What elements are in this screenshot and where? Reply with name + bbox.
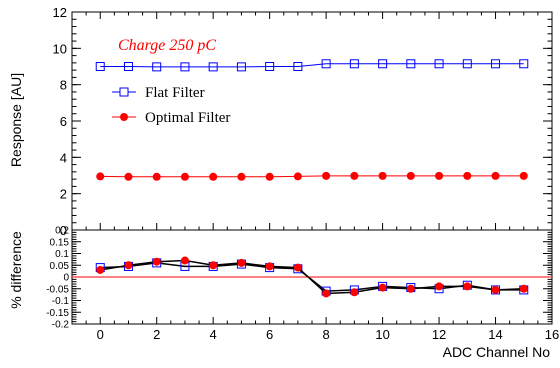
bottom-y-axis-title: % difference <box>8 231 24 309</box>
top-point-flat-filter <box>95 62 105 71</box>
top-line-optimal-filter <box>100 175 524 178</box>
top-point-optimal-filter <box>265 172 274 181</box>
bottom-y-tick-label: 0.05 <box>50 261 70 272</box>
legend-entry-flat-filter: Flat Filter <box>112 85 205 101</box>
bottom-point-optimal-filter <box>237 258 246 267</box>
x-tick-label: 12 <box>432 327 446 342</box>
bottom-y-tick-label: -0.2 <box>52 320 70 331</box>
bottom-y-tick-label: 0.1 <box>55 249 69 260</box>
top-point-optimal-filter <box>96 172 105 181</box>
x-tick-label: 16 <box>545 327 559 342</box>
x-axis-title: ADC Channel No <box>443 344 551 360</box>
bottom-point-optimal-filter <box>435 282 444 291</box>
top-point-flat-filter <box>462 59 472 69</box>
top-point-flat-filter <box>519 59 529 69</box>
top-point-flat-filter <box>434 59 444 69</box>
top-point-optimal-filter <box>152 172 161 181</box>
top-point-flat-filter <box>491 59 501 69</box>
legend-entry-optimal-filter: Optimal Filter <box>112 110 230 126</box>
legend-optimal-marker <box>120 113 128 121</box>
x-tick-label: 2 <box>153 327 160 342</box>
top-point-optimal-filter <box>378 171 387 180</box>
legend: Flat Filter Optimal Filter <box>112 85 230 126</box>
bottom-y-tick-label: 0.2 <box>55 226 69 237</box>
top-point-optimal-filter <box>463 171 472 180</box>
top-point-flat-filter <box>321 59 331 69</box>
bottom-line-optimal-filter <box>100 259 524 295</box>
bottom-point-optimal-filter <box>406 284 415 293</box>
bottom-y-tick-label: 0.15 <box>50 237 70 248</box>
top-point-flat-filter <box>378 59 388 69</box>
top-y-tick-label: 12 <box>53 5 67 20</box>
response-panel: 0 2 4 6 8 10 12 <box>53 5 553 238</box>
top-y-tick-label: 2 <box>60 187 67 202</box>
bottom-point-optimal-filter <box>96 265 105 274</box>
bottom-point-optimal-filter <box>180 256 189 265</box>
bottom-point-optimal-filter <box>519 284 528 293</box>
top-y-axis-title: Response [AU] <box>8 73 24 167</box>
annotation-charge: Charge 250 pC <box>118 37 216 54</box>
x-tick-label: 4 <box>210 327 217 342</box>
top-point-optimal-filter <box>435 171 444 180</box>
top-line-flat-filter <box>100 63 524 68</box>
top-point-optimal-filter <box>491 171 500 180</box>
top-point-optimal-filter <box>350 171 359 180</box>
x-tick-label: 6 <box>266 327 273 342</box>
top-y-tick-label: 8 <box>60 78 67 93</box>
bottom-point-optimal-filter <box>265 262 274 271</box>
top-point-flat-filter <box>152 62 162 72</box>
top-y-tick-label: 10 <box>53 41 67 56</box>
top-y-tick-label: 6 <box>60 114 67 129</box>
top-point-flat-filter <box>349 59 359 69</box>
bottom-point-optimal-filter <box>463 282 472 291</box>
bottom-point-optimal-filter <box>293 263 302 272</box>
top-y-tick-label: 4 <box>60 150 67 165</box>
top-y-tick-label: 0 <box>60 223 67 238</box>
x-tick-label: 0 <box>97 327 104 342</box>
bottom-point-optimal-filter <box>152 257 161 266</box>
top-point-optimal-filter <box>124 172 133 181</box>
top-point-optimal-filter <box>293 172 302 181</box>
x-tick-label: 10 <box>375 327 389 342</box>
bottom-point-optimal-filter <box>322 289 331 298</box>
bottom-y-tick-label: -0.15 <box>46 308 69 319</box>
top-point-flat-filter <box>180 62 190 72</box>
top-point-flat-filter <box>236 62 246 72</box>
top-point-flat-filter <box>265 62 275 71</box>
top-point-flat-filter <box>406 59 416 69</box>
bottom-point-optimal-filter <box>491 285 500 294</box>
top-point-optimal-filter <box>209 172 218 181</box>
bottom-y-tick-label: 0 <box>63 273 69 284</box>
legend-flat-marker <box>119 87 129 97</box>
top-point-flat-filter <box>208 62 218 72</box>
bottom-point-optimal-filter <box>378 283 387 292</box>
bottom-point-optimal-filter <box>124 261 133 270</box>
bottom-y-tick-label: -0.1 <box>52 296 70 307</box>
top-point-flat-filter <box>293 62 303 71</box>
top-point-optimal-filter <box>180 172 189 181</box>
top-point-optimal-filter <box>322 171 331 180</box>
bottom-point-optimal-filter <box>350 288 359 297</box>
legend-optimal-label: Optimal Filter <box>145 110 230 126</box>
legend-flat-label: Flat Filter <box>145 85 205 101</box>
bottom-point-optimal-filter <box>209 261 218 270</box>
difference-panel: 0 2 4 6 8 10 12 14 16-0.2-0.15-0.1-0.0500.050.10… <box>46 226 559 343</box>
top-point-optimal-filter <box>519 171 528 180</box>
bottom-y-tick-label: -0.05 <box>46 284 69 295</box>
top-point-optimal-filter <box>237 172 246 181</box>
x-tick-label: 8 <box>323 327 330 342</box>
top-point-optimal-filter <box>406 171 415 180</box>
x-tick-label: 14 <box>488 327 502 342</box>
top-point-flat-filter <box>123 62 133 71</box>
